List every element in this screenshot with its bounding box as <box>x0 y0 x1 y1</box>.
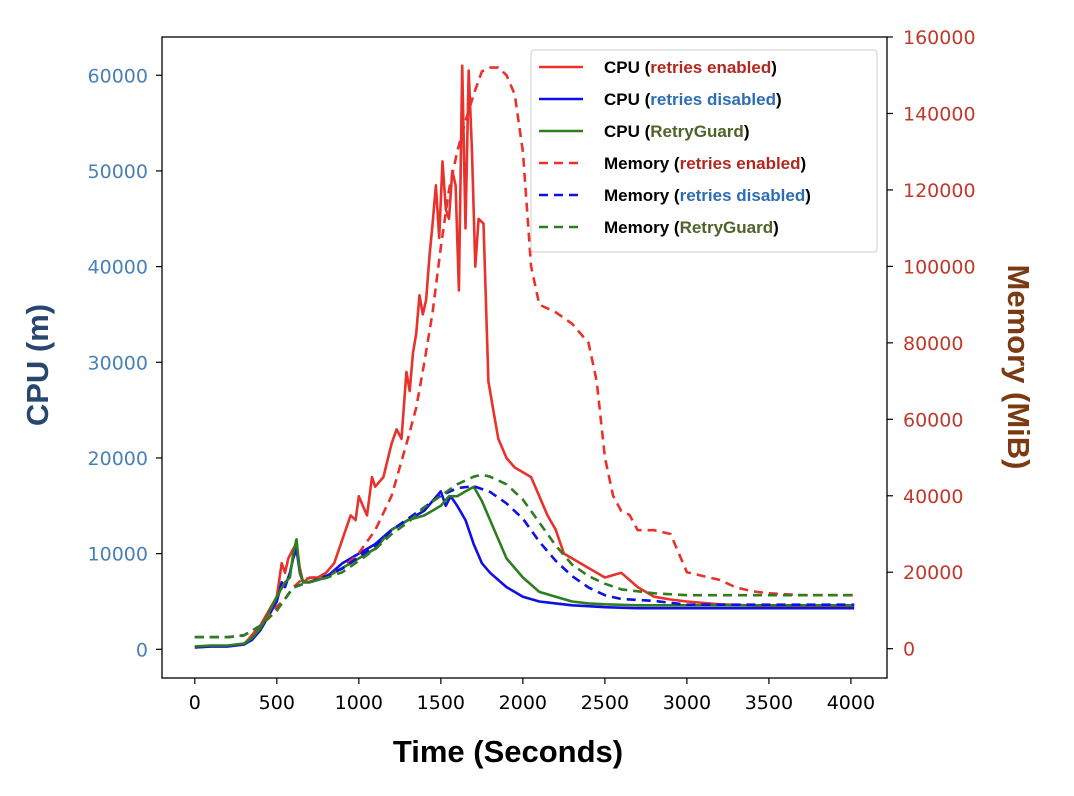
x-tick-label: 1500 <box>417 692 465 714</box>
y-right-tick-label: 40000 <box>903 486 963 508</box>
y-right-tick-label: 100000 <box>903 256 976 278</box>
series-line-cpu-retryguard <box>194 485 855 648</box>
y-right-tick-label: 120000 <box>903 180 976 202</box>
y-right-tick-label: 80000 <box>903 333 963 355</box>
y-left-tick-label: 0 <box>136 639 148 661</box>
y-left-tick-label: 20000 <box>88 448 148 470</box>
y-left-tick-label: 10000 <box>88 544 148 566</box>
series-layer <box>194 64 855 649</box>
legend-label: Memory (retries enabled) <box>604 154 806 173</box>
legend-label-prefix: CPU ( <box>604 90 651 109</box>
legend-label: CPU (retries disabled) <box>604 90 782 109</box>
x-tick-label: 0 <box>189 692 201 714</box>
legend-label-highlight: RetryGuard <box>650 122 744 141</box>
legend-box <box>530 49 878 253</box>
y-left-tick-label: 30000 <box>88 352 148 374</box>
x-tick-label: 2500 <box>581 692 629 714</box>
x-tick-label: 3500 <box>745 692 793 714</box>
legend-label-suffix: ) <box>773 218 779 237</box>
y-right-tick-label: 160000 <box>903 27 976 49</box>
y-right-tick-label: 60000 <box>903 409 963 431</box>
series-line-memory-retries-enabled <box>194 66 855 639</box>
axes-layer: 0 500 1000 1500 2000 2500 3000 3500 400001000020… <box>88 27 976 714</box>
legend-label-suffix: ) <box>771 58 777 77</box>
plot-frame <box>161 36 888 679</box>
legend-label-suffix: ) <box>776 90 782 109</box>
legend-label-highlight: retries enabled <box>680 154 801 173</box>
y-axis-left-title: CPU (m) <box>20 304 55 426</box>
y-right-tick-label: 140000 <box>903 103 976 125</box>
y-left-tick-label: 60000 <box>88 65 148 87</box>
legend-label: Memory (retries disabled) <box>604 186 811 205</box>
y-right-tick-label: 20000 <box>903 562 963 584</box>
legend-label-prefix: CPU ( <box>604 122 651 141</box>
y-right-tick-label: 0 <box>903 639 915 661</box>
x-tick-label: 2000 <box>499 692 547 714</box>
x-tick-label: 1000 <box>335 692 383 714</box>
legend-label-suffix: ) <box>744 122 750 141</box>
legend-label: CPU (retries enabled) <box>604 58 777 77</box>
legend-label-suffix: ) <box>805 186 811 205</box>
legend-label-prefix: Memory ( <box>604 154 680 173</box>
y-left-tick-label: 50000 <box>88 161 148 183</box>
legend: CPU (retries enabled)CPU (retries disabl… <box>530 49 878 253</box>
legend-label-prefix: Memory ( <box>604 218 680 237</box>
y-axis-right-title: Memory (MiB) <box>1001 265 1036 470</box>
legend-label-highlight: RetryGuard <box>680 218 774 237</box>
x-tick-label: 3000 <box>663 692 711 714</box>
x-tick-label: 4000 <box>827 692 875 714</box>
x-tick-label: 500 <box>259 692 295 714</box>
legend-label-prefix: Memory ( <box>604 186 680 205</box>
x-axis-title: Time (Seconds) <box>393 734 623 769</box>
legend-label: Memory (RetryGuard) <box>604 218 779 237</box>
legend-label-highlight: retries disabled <box>650 90 776 109</box>
y-left-tick-label: 40000 <box>88 257 148 279</box>
legend-label-highlight: retries disabled <box>680 186 806 205</box>
legend-label-prefix: CPU ( <box>604 58 651 77</box>
legend-label-suffix: ) <box>801 154 807 173</box>
legend-label: CPU (RetryGuard) <box>604 122 749 141</box>
legend-label-highlight: retries enabled <box>650 58 771 77</box>
